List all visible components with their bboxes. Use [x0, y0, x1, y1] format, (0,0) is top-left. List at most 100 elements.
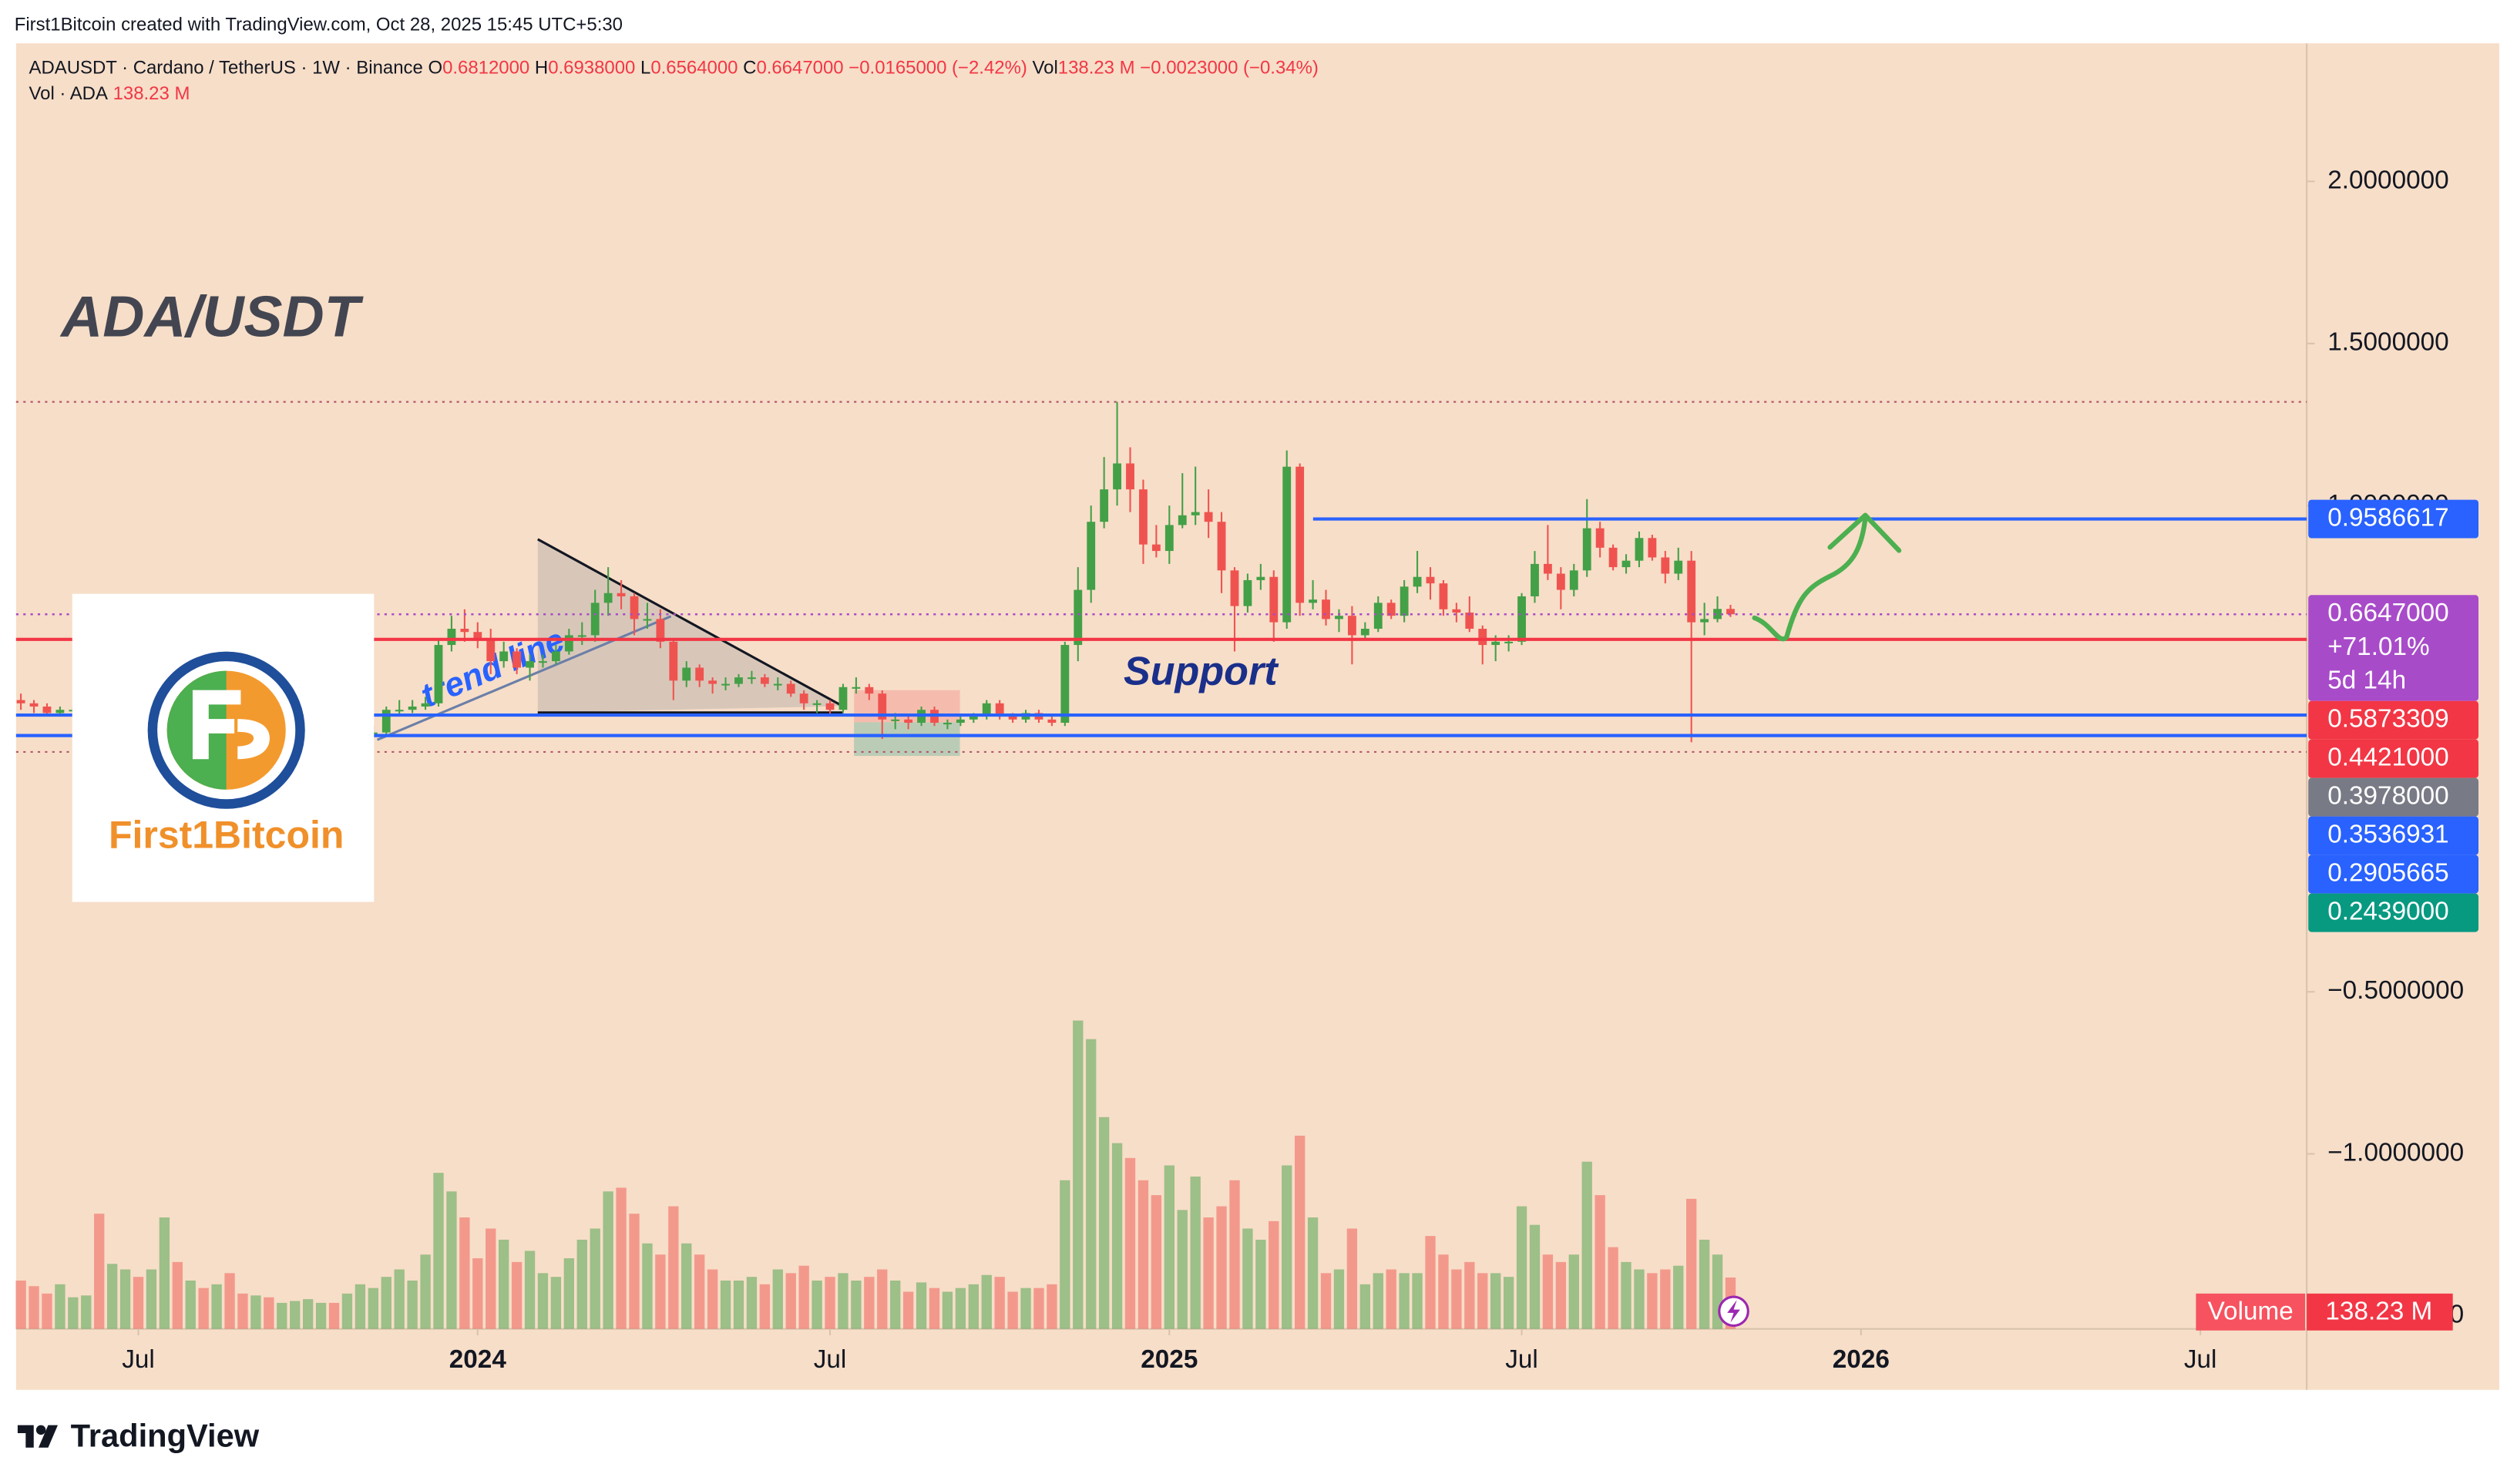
- volume-bar: [15, 1280, 26, 1329]
- price-labels: 0.9586617 0.6647000 +71.01% 5d 14h 0.5873309…: [2308, 499, 2479, 932]
- candle-body: [695, 667, 704, 681]
- position-risk-zone: [854, 690, 960, 723]
- volume-bar: [1399, 1273, 1410, 1329]
- candle-body: [539, 661, 547, 663]
- candle-body: [1608, 547, 1618, 568]
- candle-body: [1113, 463, 1121, 490]
- volume-bar: [524, 1251, 536, 1329]
- candle-body: [969, 716, 978, 720]
- volume-bar: [1647, 1273, 1658, 1329]
- price-label: 0.6647000: [2327, 599, 2448, 627]
- volume-value: 138.23 M: [2325, 1298, 2432, 1326]
- volume-bar: [694, 1254, 705, 1329]
- legend-symbol: ADAUSDT · Cardano / TetherUS · 1W · Bina…: [29, 58, 422, 79]
- price-label-box: [2308, 893, 2479, 932]
- candle-body: [486, 638, 496, 662]
- candle-body: [1439, 583, 1448, 609]
- volume-bar: [1686, 1198, 1697, 1329]
- price-label-box: [2308, 499, 2479, 539]
- volume-bar: [159, 1217, 170, 1329]
- volume-bar: [172, 1261, 183, 1329]
- candle-body: [564, 635, 573, 652]
- brand-mark: [35, 1425, 46, 1435]
- legend-key: L: [640, 58, 650, 79]
- volume-bar: [981, 1274, 992, 1329]
- x-tick-label: Jul: [2184, 1345, 2217, 1374]
- legend-value: 0.6647000: [756, 58, 843, 79]
- candle-body: [16, 700, 25, 703]
- volume-bar: [890, 1280, 901, 1329]
- volume-bar: [707, 1269, 718, 1329]
- volume-bar: [642, 1243, 653, 1329]
- price-label-box: [2308, 854, 2479, 894]
- candle-body: [499, 651, 509, 662]
- candle-body: [1426, 576, 1435, 584]
- position-target-zone: [854, 722, 960, 757]
- candle-body: [1569, 570, 1578, 590]
- volume-bar: [264, 1297, 274, 1329]
- attribution: First1Bitcoin created with TradingView.c…: [15, 15, 623, 35]
- candle-body: [1400, 586, 1409, 616]
- legend-key: C: [743, 58, 756, 79]
- candle-body: [1151, 544, 1161, 552]
- volume-bar: [1503, 1277, 1514, 1329]
- candle-body: [1178, 515, 1187, 525]
- volume-bar: [198, 1288, 209, 1329]
- volume-bar: [1060, 1180, 1070, 1329]
- brand: TradingView: [17, 1417, 260, 1453]
- candle-body: [1531, 563, 1539, 596]
- candle-body: [1386, 603, 1396, 616]
- legend-value: 138.23 M: [1058, 58, 1135, 79]
- candle-body: [1100, 489, 1109, 522]
- legend-value: 0.6564000: [650, 58, 738, 79]
- volume-bar: [798, 1265, 809, 1329]
- x-tick-label: Jul: [122, 1345, 155, 1374]
- candle-body: [1360, 629, 1369, 636]
- legend-key: H: [535, 58, 548, 79]
- candle-body: [1687, 560, 1696, 623]
- volume-bar: [1151, 1195, 1162, 1329]
- volume-bar: [1464, 1261, 1475, 1329]
- volume-bar: [1124, 1157, 1136, 1329]
- candle-body: [1478, 629, 1487, 646]
- candle-body: [526, 661, 534, 668]
- legend-value: 138.23 M: [113, 83, 190, 104]
- x-tick-label: 2026: [1833, 1345, 1890, 1374]
- volume-bar: [877, 1269, 888, 1329]
- volume-name: Volume: [2208, 1298, 2294, 1326]
- volume-bar: [250, 1295, 261, 1329]
- volume-bar: [1282, 1165, 1292, 1329]
- candle-body: [512, 651, 522, 668]
- candle-body: [1491, 641, 1500, 646]
- legend-value: 0.6938000: [548, 58, 635, 79]
- candle-body: [1256, 576, 1265, 580]
- volume-bar: [955, 1288, 966, 1329]
- candle-body: [603, 593, 613, 603]
- candle-body: [1661, 557, 1670, 574]
- candle-body: [838, 687, 848, 710]
- candle-body: [381, 710, 391, 733]
- volume-bar: [720, 1280, 731, 1329]
- price-label-extra: 5d 14h: [2327, 666, 2406, 695]
- volume-bar: [55, 1284, 66, 1329]
- volume-bar: [355, 1284, 366, 1329]
- volume-bar: [394, 1269, 405, 1329]
- candle-body: [1504, 641, 1514, 643]
- volume-bar: [1216, 1206, 1227, 1329]
- triangle-fill: [537, 539, 843, 713]
- candle-body: [1074, 589, 1083, 646]
- volume-bar: [433, 1173, 444, 1329]
- volume-bar: [1098, 1116, 1110, 1329]
- candle-body: [395, 710, 404, 712]
- candle-body: [1295, 466, 1305, 603]
- y-tick-label: 2.0000000: [2327, 166, 2448, 194]
- volume-bar: [42, 1293, 52, 1329]
- volume-bar: [1425, 1236, 1436, 1329]
- volume-bar: [237, 1293, 248, 1329]
- candle-body: [42, 706, 52, 713]
- volume-bar: [576, 1239, 587, 1329]
- candle-body: [904, 719, 913, 724]
- candle-body: [1582, 528, 1591, 571]
- legend-study: Vol · ADA: [29, 83, 107, 104]
- candle-body: [617, 593, 626, 596]
